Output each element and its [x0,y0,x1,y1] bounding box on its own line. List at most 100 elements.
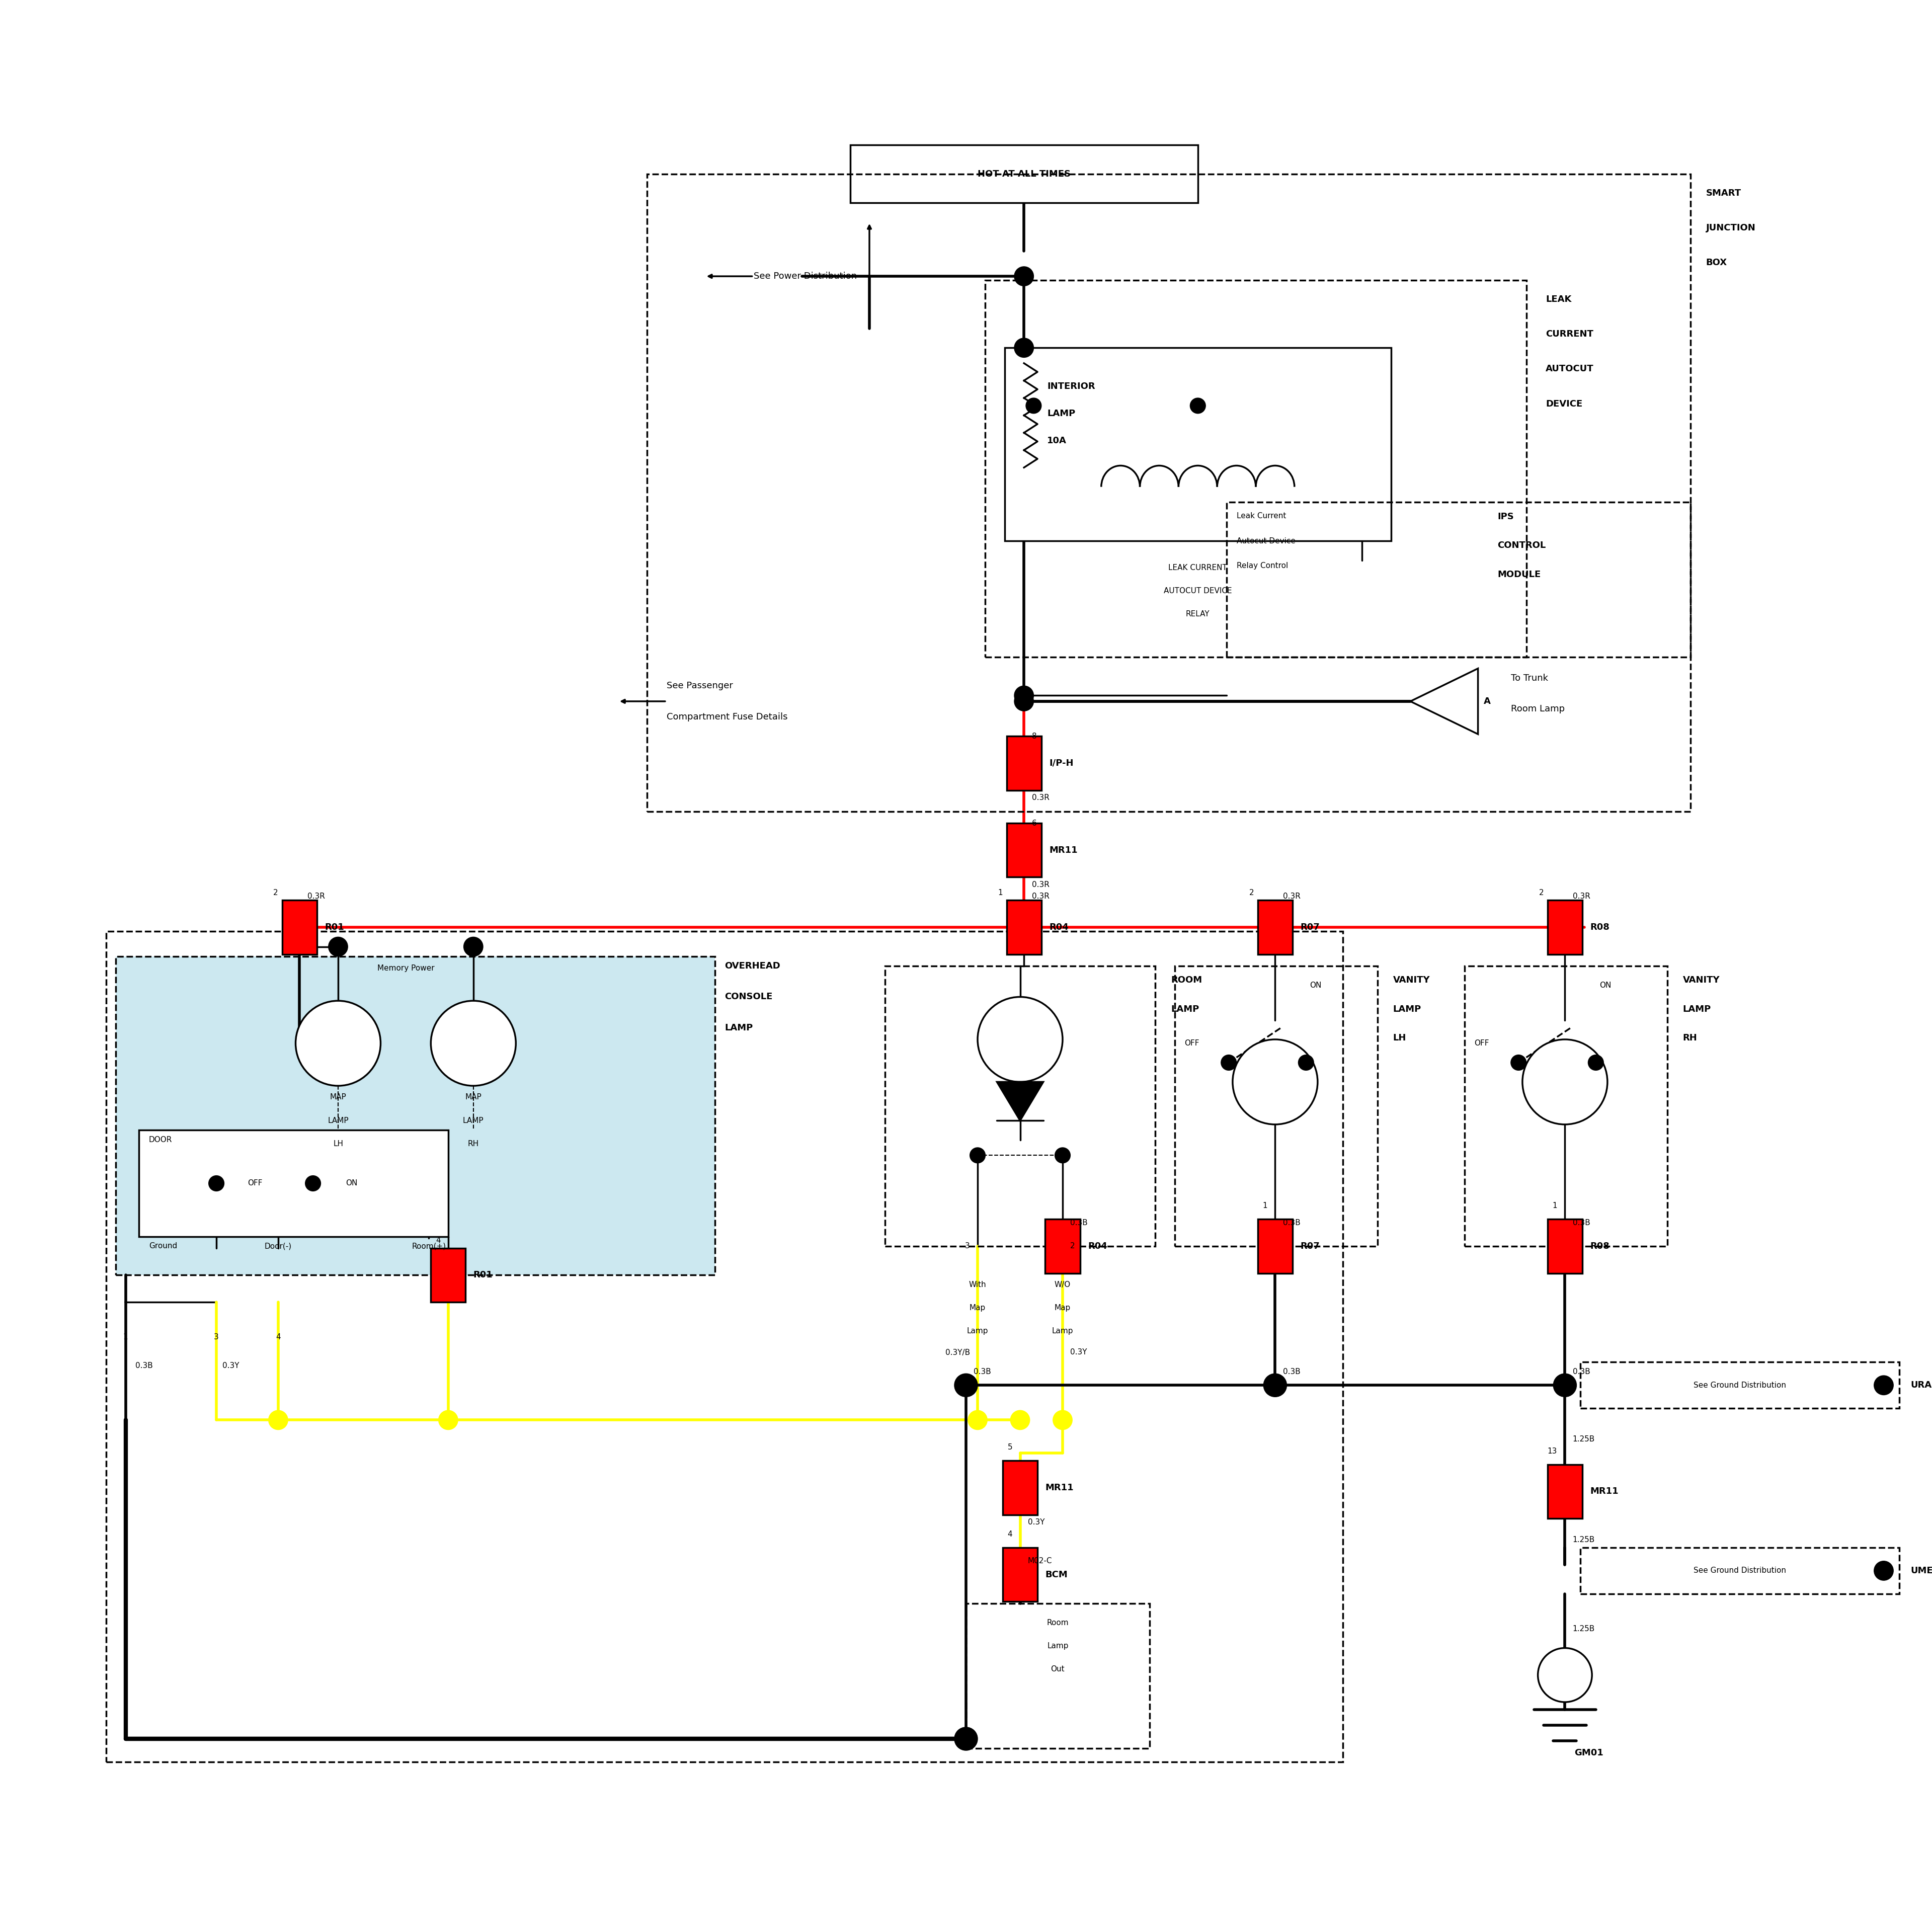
Text: LAMP: LAMP [328,1117,348,1124]
Text: Map: Map [970,1304,985,1312]
Bar [1005,348,1391,541]
Text: LAMP: LAMP [1171,1005,1200,1014]
Text: 0.3Y: 0.3Y [1028,1519,1045,1526]
Circle shape [269,1410,288,1430]
Text: 0.3B: 0.3B [1283,1219,1300,1227]
Text: IPS: IPS [1497,512,1515,522]
Text: ROOM: ROOM [1171,976,1202,985]
Bar [1548,1219,1582,1273]
Text: LAMP: LAMP [1683,1005,1712,1014]
Text: See Passenger: See Passenger [667,682,732,690]
Bar [139,1130,448,1236]
Text: Room: Room [1047,1619,1068,1627]
Text: MR11: MR11 [1045,1484,1074,1492]
Circle shape [1221,1055,1236,1070]
Text: Leak Current: Leak Current [1236,512,1287,520]
Text: MR11: MR11 [1049,846,1078,854]
Text: 0.3R: 0.3R [307,893,325,900]
Text: INTERIOR: INTERIOR [1047,383,1095,390]
Text: SMART: SMART [1706,189,1741,197]
Text: 1.25B: 1.25B [1573,1536,1596,1544]
Text: BOX: BOX [1706,259,1727,267]
Circle shape [1874,1376,1893,1395]
Circle shape [1014,338,1034,357]
Text: 0.3B: 0.3B [135,1362,153,1370]
Bar [966,1604,1150,1748]
Circle shape [1014,686,1034,705]
Text: LAMP: LAMP [1393,1005,1422,1014]
Text: 0.3B: 0.3B [1573,1219,1590,1227]
Text: LEAK: LEAK [1546,296,1571,303]
Circle shape [1538,1648,1592,1702]
Circle shape [1588,1055,1604,1070]
Text: Out: Out [1051,1665,1065,1673]
Text: I/P-H: I/P-H [1049,759,1074,767]
Text: Memory Power: Memory Power [377,964,435,972]
Text: R08: R08 [1590,1242,1609,1250]
Text: 0.3R: 0.3R [1032,893,1049,900]
Text: 1.25B: 1.25B [1573,1435,1596,1443]
Text: VANITY: VANITY [1683,976,1719,985]
Bar [1175,966,1378,1246]
Bar [1258,1219,1293,1273]
Bar [1007,900,1041,954]
Text: 0.3Y: 0.3Y [1070,1349,1088,1356]
Text: Ground: Ground [149,1242,178,1250]
Circle shape [1264,1374,1287,1397]
Text: Map: Map [1055,1304,1070,1312]
Text: LAMP: LAMP [464,1117,483,1124]
Circle shape [1010,1410,1030,1430]
Text: 8: 8 [1032,732,1037,740]
Bar [282,900,317,954]
Circle shape [209,1175,224,1190]
Circle shape [1014,267,1034,286]
Circle shape [328,937,348,956]
Text: RH: RH [1683,1034,1696,1043]
Text: 3: 3 [964,1242,970,1250]
Text: CONTROL: CONTROL [1497,541,1546,551]
Text: Lamp: Lamp [966,1327,989,1335]
Text: 4: 4 [435,1236,440,1244]
Text: 1: 1 [124,1333,128,1341]
Circle shape [1026,398,1041,413]
Text: 4: 4 [1007,1530,1012,1538]
Text: LEAK CURRENT: LEAK CURRENT [1169,564,1227,572]
Text: LAMP: LAMP [725,1024,753,1032]
Text: OFF: OFF [1184,1039,1200,1047]
Bar [1548,900,1582,954]
Circle shape [464,937,483,956]
Text: AUTOCUT DEVICE: AUTOCUT DEVICE [1163,587,1233,595]
Text: 10A: 10A [1047,437,1066,444]
Polygon shape [1410,668,1478,734]
Circle shape [1190,398,1206,413]
Text: Lamp: Lamp [1047,1642,1068,1650]
Text: GM01: GM01 [1575,1748,1604,1758]
Text: R04: R04 [1088,1242,1107,1250]
Circle shape [1055,1148,1070,1163]
Text: DOOR: DOOR [149,1136,172,1144]
Bar [1227,502,1691,657]
Circle shape [431,1001,516,1086]
Text: 0.3Y/B: 0.3Y/B [945,1349,970,1356]
Circle shape [970,1148,985,1163]
Text: To Trunk: To Trunk [1511,674,1548,682]
Circle shape [1233,1039,1318,1124]
Bar [1045,1219,1080,1273]
Text: 2: 2 [1070,1242,1076,1250]
Text: OFF: OFF [1474,1039,1490,1047]
Bar [1003,1461,1037,1515]
Text: MAP: MAP [330,1094,346,1101]
Text: ON: ON [1600,981,1611,989]
Text: 1: 1 [1551,1202,1557,1209]
Text: 5: 5 [1007,1443,1012,1451]
Text: Lamp: Lamp [1051,1327,1074,1335]
Text: With: With [968,1281,987,1289]
Bar [1548,1464,1582,1519]
Bar [1580,1362,1899,1408]
Circle shape [954,1374,978,1397]
Text: URA: URA [1911,1381,1932,1389]
Text: LH: LH [332,1140,344,1148]
Text: 0.3B: 0.3B [1283,1368,1300,1376]
Circle shape [978,997,1063,1082]
Text: 13: 13 [1548,1447,1557,1455]
